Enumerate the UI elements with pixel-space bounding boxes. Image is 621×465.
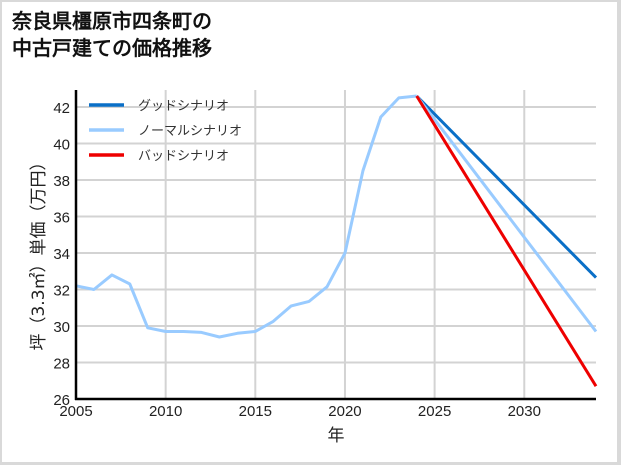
- legend-label: ノーマルシナリオ: [138, 124, 242, 139]
- chart-title: 奈良県橿原市四条町の 中古戸建ての価格推移: [12, 8, 212, 62]
- x-tick-label: 2010: [149, 403, 182, 420]
- x-axis-label: 年: [328, 426, 345, 446]
- chart-title-line1: 奈良県橿原市四条町の: [12, 9, 212, 33]
- y-tick-label: 28: [53, 356, 70, 373]
- y-tick-label: 40: [53, 137, 70, 154]
- x-tick-label: 2015: [239, 403, 272, 420]
- axes: [74, 90, 596, 401]
- legend-label: バッドシナリオ: [138, 149, 229, 164]
- y-tick-label: 38: [53, 173, 70, 190]
- x-tick-label: 2030: [508, 403, 541, 420]
- y-tick-label: 36: [53, 210, 70, 227]
- tick-labels: 2005 2010 2015 2020 2025 2030 26 28 30 32 34 36 38 40…: [53, 100, 541, 420]
- grid-lines: [76, 90, 596, 399]
- x-tick-label: 2005: [59, 403, 92, 420]
- y-tick-label: 32: [53, 283, 70, 300]
- series-line: [75, 94, 417, 339]
- chart-title-line2: 中古戸建ての価格推移: [12, 36, 212, 60]
- series-line: [415, 94, 598, 279]
- x-tick-label: 2020: [328, 403, 361, 420]
- data-lines: [75, 94, 598, 387]
- y-tick-label: 42: [53, 100, 70, 117]
- series-line: [415, 95, 598, 333]
- chart-frame: [2, 2, 617, 462]
- legend-label: グッドシナリオ: [138, 99, 229, 114]
- series-line: [415, 95, 598, 387]
- y-axis-label: 坪（3.3㎡）単価（万円）: [29, 153, 49, 350]
- x-tick-label: 2025: [418, 403, 451, 420]
- y-tick-label: 26: [53, 392, 70, 409]
- y-tick-label: 30: [53, 319, 70, 336]
- y-tick-label: 34: [53, 246, 70, 263]
